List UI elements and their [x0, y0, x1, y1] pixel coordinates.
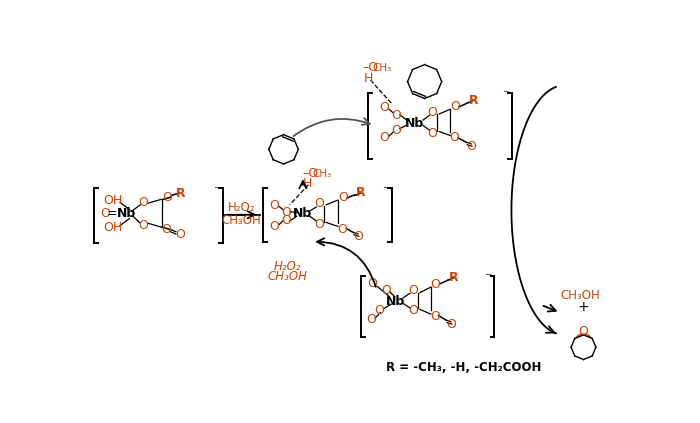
Text: O: O	[379, 131, 389, 143]
Text: ⁻: ⁻	[214, 184, 220, 198]
Text: O: O	[391, 109, 401, 122]
Text: –O: –O	[302, 168, 318, 181]
Text: O: O	[466, 140, 476, 153]
Text: O: O	[270, 220, 279, 233]
Text: O: O	[314, 217, 324, 231]
Text: R: R	[449, 272, 459, 284]
Text: O: O	[367, 277, 377, 290]
Text: O: O	[100, 207, 111, 220]
Text: O: O	[338, 191, 348, 204]
Text: O: O	[353, 230, 363, 243]
Text: H₂O₂: H₂O₂	[228, 201, 256, 214]
Text: O: O	[430, 278, 440, 291]
Text: O: O	[408, 304, 418, 317]
Text: Nb: Nb	[386, 294, 405, 308]
Text: O: O	[139, 219, 148, 232]
Text: Nb: Nb	[405, 117, 424, 129]
Text: O: O	[314, 198, 324, 211]
Text: O: O	[391, 124, 401, 137]
Text: O: O	[449, 131, 459, 144]
Text: OH: OH	[104, 221, 122, 234]
Text: Nb: Nb	[293, 207, 313, 220]
Text: O: O	[281, 206, 290, 219]
Text: O: O	[139, 196, 148, 209]
Text: O: O	[374, 304, 384, 317]
Text: O: O	[366, 313, 376, 326]
Text: R = -CH₃, -H, -CH₂COOH: R = -CH₃, -H, -CH₂COOH	[386, 361, 541, 374]
Text: OH: OH	[104, 194, 122, 207]
Text: CH₃OH: CH₃OH	[561, 289, 601, 302]
Text: CH₃: CH₃	[372, 63, 391, 73]
Text: ⁻: ⁻	[484, 271, 492, 285]
Text: O: O	[162, 190, 172, 203]
Text: O: O	[428, 126, 438, 140]
Text: R: R	[176, 187, 186, 201]
Text: O: O	[579, 325, 589, 338]
Text: Nb: Nb	[117, 207, 136, 220]
Text: R: R	[356, 186, 366, 199]
Text: O: O	[450, 101, 460, 113]
Text: O: O	[176, 228, 186, 241]
Text: CH₃: CH₃	[313, 169, 332, 179]
Text: CH₃OH: CH₃OH	[222, 214, 262, 228]
Text: O: O	[381, 284, 391, 297]
Text: O: O	[430, 310, 440, 323]
Text: O: O	[408, 284, 418, 297]
Text: ⁻: ⁻	[382, 184, 390, 198]
Text: ⁻: ⁻	[503, 88, 510, 102]
Text: H₂O₂: H₂O₂	[274, 260, 301, 273]
Text: O: O	[428, 106, 438, 119]
Text: O: O	[161, 223, 171, 236]
Text: O: O	[281, 214, 290, 228]
Text: +: +	[578, 300, 589, 314]
Text: H: H	[303, 177, 312, 190]
Text: O: O	[337, 223, 347, 236]
Text: O: O	[270, 199, 279, 212]
Text: =: =	[107, 207, 118, 220]
Text: O: O	[379, 101, 389, 114]
Text: CH₃OH: CH₃OH	[267, 270, 307, 283]
Text: O: O	[446, 318, 456, 331]
Text: –O: –O	[363, 61, 379, 74]
Text: H: H	[364, 72, 374, 85]
Text: R: R	[468, 94, 478, 107]
